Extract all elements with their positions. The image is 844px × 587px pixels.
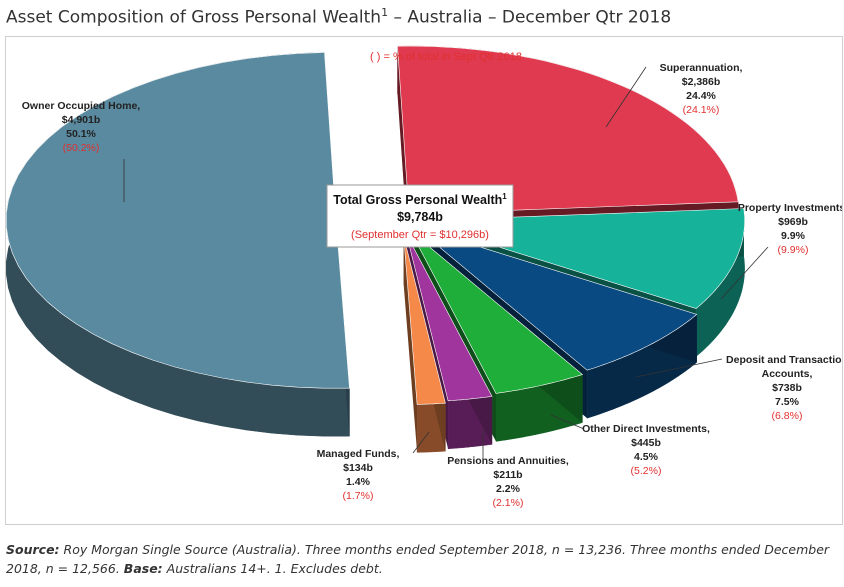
source-note: Source: Roy Morgan Single Source (Austra… (6, 542, 830, 576)
chart-frame: Owner Occupied Home, $4,901b 50.1% (50.2%) S… (5, 36, 843, 525)
leader-line-property-investments (720, 246, 769, 300)
svg-text:$445b: $445b (631, 437, 661, 449)
svg-text:$4,901b: $4,901b (62, 114, 101, 126)
leader-line-superannuation (605, 66, 647, 128)
svg-text:Superannuation,: Superannuation, (660, 62, 743, 74)
label-property-investments: Property Investments, $969b 9.9% (9.9%) (738, 202, 842, 256)
svg-text:(5.2%): (5.2%) (631, 465, 662, 477)
prev-qtr-note: ( ) = % of total in Sept Qtr 2018 (370, 51, 522, 63)
label-pensions-and-annuities: Pensions and Annuities, $211b 2.2% (2.1%) (447, 455, 569, 509)
label-owner-occupied-home: Owner Occupied Home, $4,901b 50.1% (50.2%) (22, 100, 141, 154)
label-deposit-and-transaction-accounts: Deposit and Transaction Accounts, $738b 7.5… (726, 354, 842, 422)
svg-text:$738b: $738b (772, 382, 802, 394)
leader-line-deposit-and-transaction-accounts (635, 358, 723, 378)
svg-text:(6.8%): (6.8%) (772, 410, 803, 422)
svg-text:50.1%: 50.1% (66, 128, 96, 140)
pie-slice-owner-occupied-home (6, 52, 350, 437)
pie-chart: Owner Occupied Home, $4,901b 50.1% (50.2%) S… (6, 45, 842, 509)
svg-text:$134b: $134b (343, 462, 373, 474)
svg-text:(2.1%): (2.1%) (493, 497, 524, 509)
svg-text:$2,386b: $2,386b (682, 76, 721, 88)
pie-slice-managed-funds (403, 236, 446, 453)
center-box-total: $9,784b (397, 210, 443, 224)
label-managed-funds: Managed Funds, $134b 1.4% (1.7%) (317, 448, 400, 502)
svg-text:Property Investments,: Property Investments, (738, 202, 842, 214)
svg-text:$211b: $211b (493, 469, 522, 481)
center-box-line1: Total Gross Personal Wealth (333, 193, 502, 207)
center-box-prev: (September Qtr = $10,296b) (351, 229, 489, 241)
svg-text:4.5%: 4.5% (634, 451, 659, 463)
svg-text:Deposit and Transaction: Deposit and Transaction (726, 354, 842, 366)
label-other-direct-investments: Other Direct Investments, $445b 4.5% (5.2%) (582, 423, 710, 477)
chart-title: Asset Composition of Gross Personal Weal… (6, 6, 672, 28)
svg-text:(24.1%): (24.1%) (683, 104, 720, 116)
svg-text:9.9%: 9.9% (781, 230, 806, 242)
svg-text:(1.7%): (1.7%) (343, 490, 374, 502)
svg-text:Owner Occupied Home,: Owner Occupied Home, (22, 100, 141, 112)
svg-text:(9.9%): (9.9%) (778, 244, 809, 256)
svg-text:24.4%: 24.4% (686, 90, 716, 102)
svg-text:1.4%: 1.4% (346, 476, 371, 488)
svg-text:2.2%: 2.2% (496, 483, 521, 495)
svg-text:7.5%: 7.5% (775, 396, 800, 408)
svg-text:Total Gross Personal Wealth1: Total Gross Personal Wealth1 (333, 192, 507, 207)
svg-text:Managed Funds,: Managed Funds, (317, 448, 400, 460)
center-total-box: Total Gross Personal Wealth1 $9,784b (Se… (326, 184, 514, 248)
svg-text:$969b: $969b (778, 216, 808, 228)
svg-text:Pensions and Annuities,: Pensions and Annuities, (447, 455, 569, 467)
leader-line-managed-funds (412, 431, 430, 454)
label-superannuation: Superannuation, $2,386b 24.4% (24.1%) (660, 62, 743, 116)
leader-line-other-direct-investments (550, 414, 585, 430)
svg-text:Other Direct Investments,: Other Direct Investments, (582, 423, 710, 435)
svg-text:(50.2%): (50.2%) (63, 142, 100, 154)
svg-text:Accounts,: Accounts, (762, 368, 813, 380)
